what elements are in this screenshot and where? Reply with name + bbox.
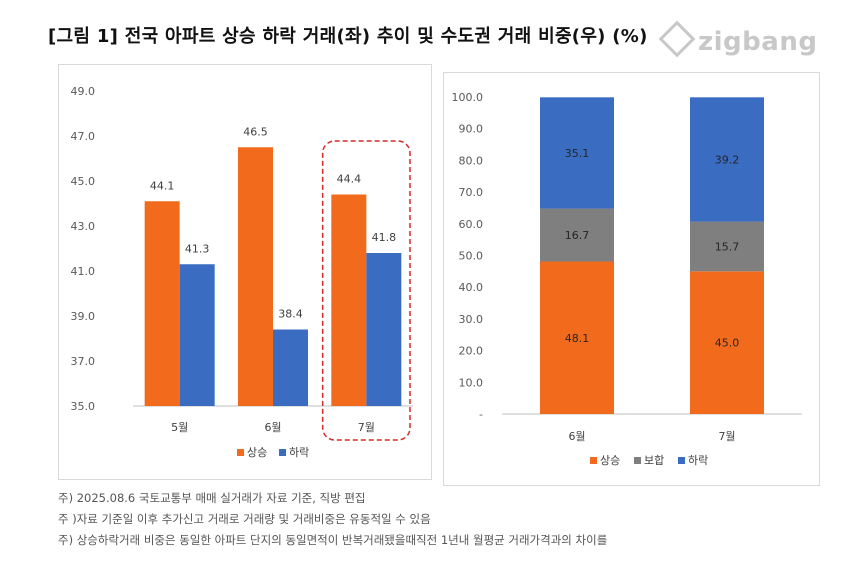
y-tick-label: 35.0 <box>71 400 96 413</box>
y-tick-label: 90.0 <box>459 123 484 136</box>
y-tick-label: 43.0 <box>71 220 96 233</box>
data-label: 15.7 <box>715 240 740 253</box>
bar-상승-7월 <box>690 271 764 414</box>
page-title: [그림 1] 전국 아파트 상승 하락 거래(좌) 추이 및 수도권 거래 비중… <box>48 26 648 47</box>
data-label: 35.1 <box>565 147 590 160</box>
data-label: 38.4 <box>278 308 303 321</box>
legend-swatch-상승 <box>237 449 244 456</box>
footnote-2: 주 )자료 기준일 이후 추가신고 거래로 거래량 및 거래비중은 유동적일 수… <box>58 512 431 526</box>
footnote-1: 주) 2025.08.6 국토교통부 매매 실거래가 자료 기준, 직방 편집 <box>58 491 366 505</box>
y-tick-label: 49.0 <box>71 85 96 98</box>
data-label: 39.2 <box>715 153 740 166</box>
bar-보합-6월 <box>540 208 614 262</box>
legend-label: 하락 <box>289 445 309 459</box>
data-label: 41.3 <box>185 242 210 255</box>
y-tick-label: - <box>479 408 483 421</box>
x-tick-label: 6월 <box>264 421 281 434</box>
y-tick-label: 47.0 <box>71 130 96 143</box>
legend-label: 보합 <box>644 454 664 467</box>
bar-상승-6월 <box>238 147 273 406</box>
bar-상승-6월 <box>540 261 614 414</box>
y-tick-label: 50.0 <box>459 250 484 263</box>
y-tick-label: 37.0 <box>71 355 96 368</box>
bar-상승-7월 <box>331 194 367 406</box>
x-tick-label: 6월 <box>568 430 585 443</box>
y-tick-label: 41.0 <box>71 265 96 278</box>
y-tick-label: 40.0 <box>459 281 484 294</box>
data-label: 44.4 <box>337 173 362 186</box>
y-tick-label: 70.0 <box>459 186 484 199</box>
y-tick-label: 80.0 <box>459 154 484 167</box>
y-tick-label: 10.0 <box>459 376 484 389</box>
data-label: 48.1 <box>565 332 590 345</box>
zigbang-logo: zigbang <box>658 20 818 58</box>
x-tick-label: 7월 <box>358 421 375 434</box>
logo-text: zigbang <box>698 27 818 57</box>
x-tick-label: 5월 <box>171 421 188 434</box>
data-label: 41.8 <box>372 231 397 244</box>
bar-하락-6월 <box>273 329 308 406</box>
data-label: 45.0 <box>715 337 740 350</box>
legend-label: 상승 <box>600 454 620 467</box>
bar-하락-5월 <box>179 264 215 406</box>
legend-swatch-하락 <box>279 449 286 456</box>
y-tick-label: 39.0 <box>71 310 96 323</box>
bar-하락-7월 <box>366 253 402 406</box>
y-tick-label: 60.0 <box>459 218 484 231</box>
data-label: 16.7 <box>565 229 590 242</box>
legend-swatch-보합 <box>634 457 641 464</box>
left-bar-chart: 35.0 37.0 39.0 41.0 43.0 45.0 47.0 49.0 44.1 41.3… <box>71 85 413 459</box>
y-tick-label: 30.0 <box>459 313 484 326</box>
legend-label: 하락 <box>688 453 708 467</box>
y-tick-label: 20.0 <box>459 345 484 358</box>
x-tick-label: 7월 <box>718 430 735 443</box>
legend-swatch-상승 <box>590 457 597 464</box>
legend-swatch-하락 <box>678 457 685 464</box>
bar-하락-6월 <box>540 97 614 209</box>
left-chart-panel: 35.0 37.0 39.0 41.0 43.0 45.0 47.0 49.0 44.1 41.3… <box>58 64 432 480</box>
legend-label: 상승 <box>247 446 267 459</box>
highlight-box <box>321 140 411 441</box>
bar-하락-7월 <box>690 97 764 222</box>
bar-상승-5월 <box>144 201 180 406</box>
right-stacked-bar-chart: - 10.0 20.0 30.0 40.0 50.0 60.0 70.0 80.0 90.0 100… <box>452 91 802 467</box>
logo-mark-icon <box>658 20 696 58</box>
y-tick-label: 100.0 <box>452 91 484 104</box>
y-tick-label: 45.0 <box>71 175 96 188</box>
footnotes: 주) 2025.08.6 국토교통부 매매 실거래가 자료 기준, 직방 편집 … <box>58 488 607 551</box>
bar-보합-7월 <box>690 221 764 272</box>
footnote-3: 주) 상승하락거래 비중은 동일한 아파트 단지의 동일면적이 반복거래됐을때직… <box>58 533 608 547</box>
right-chart-panel: - 10.0 20.0 30.0 40.0 50.0 60.0 70.0 80.0 90.0 100… <box>443 72 820 486</box>
data-label: 46.5 <box>243 125 268 138</box>
data-label: 44.1 <box>150 179 175 192</box>
